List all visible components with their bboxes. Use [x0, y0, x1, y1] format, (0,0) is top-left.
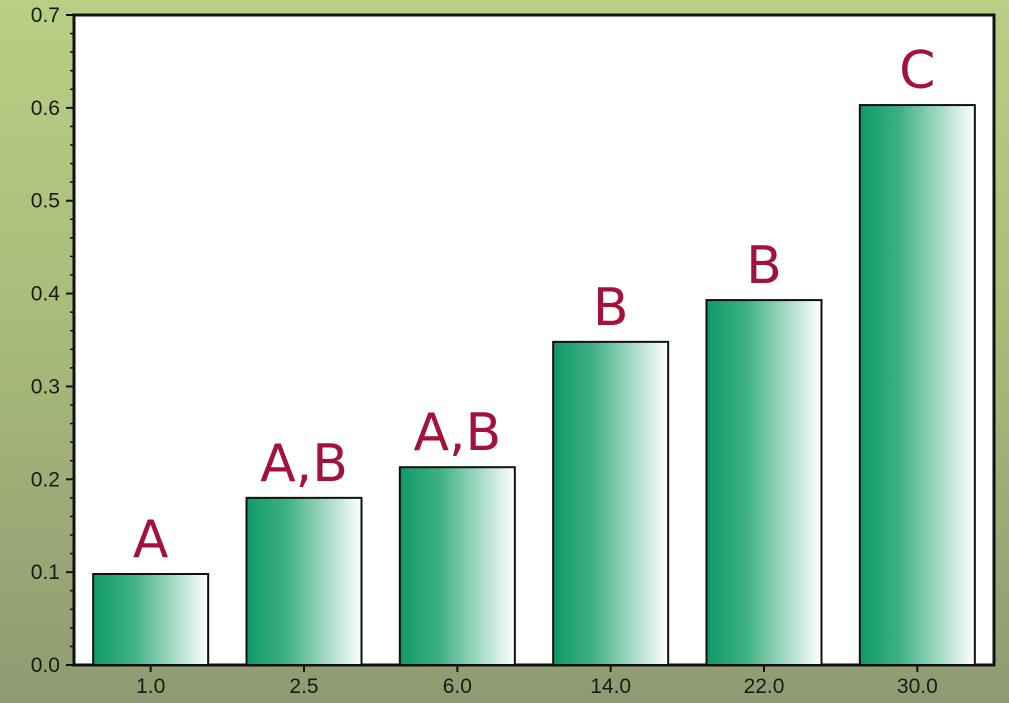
y-tick-label: 0.2	[31, 468, 60, 491]
y-tick-label: 0.4	[31, 283, 61, 306]
y-tick-label: 0.3	[31, 375, 60, 398]
y-tick-label: 0.1	[31, 561, 60, 584]
x-tick-label: 30.0	[897, 675, 938, 698]
bar	[705, 299, 823, 666]
bar-letter-label: A	[133, 510, 169, 570]
y-tick-label: 0.5	[31, 190, 60, 213]
bar	[398, 466, 516, 667]
y-tick-label: 0.7	[31, 4, 60, 27]
x-tick-label: 22.0	[744, 675, 785, 698]
x-axis: 1.0 2.5 6.0 14.0 22.0 30.0	[136, 665, 938, 698]
bar	[245, 496, 363, 666]
x-tick-label: 14.0	[590, 675, 631, 698]
bar-labels-group: A A,B A,B B B C	[133, 41, 936, 570]
y-axis: 0.0 0.1 0.2 0.3 0.4 0.5 0.6 0.7	[31, 4, 74, 677]
bar	[858, 104, 976, 667]
bar	[552, 340, 670, 666]
bar-letter-label: C	[899, 41, 935, 101]
bar-letter-label: B	[746, 236, 782, 296]
bar	[92, 573, 210, 666]
plot-area	[72, 13, 996, 667]
y-tick-label: 0.6	[31, 97, 60, 120]
y-tick-label: 0.0	[31, 654, 60, 677]
x-tick-label: 2.5	[289, 675, 318, 698]
x-tick-label: 6.0	[443, 675, 472, 698]
bars-group	[92, 104, 976, 667]
x-tick-label: 1.0	[136, 675, 165, 698]
bar-letter-label: A,B	[413, 403, 501, 463]
bar-letter-label: B	[593, 278, 629, 338]
bar-letter-label: A,B	[260, 434, 348, 494]
